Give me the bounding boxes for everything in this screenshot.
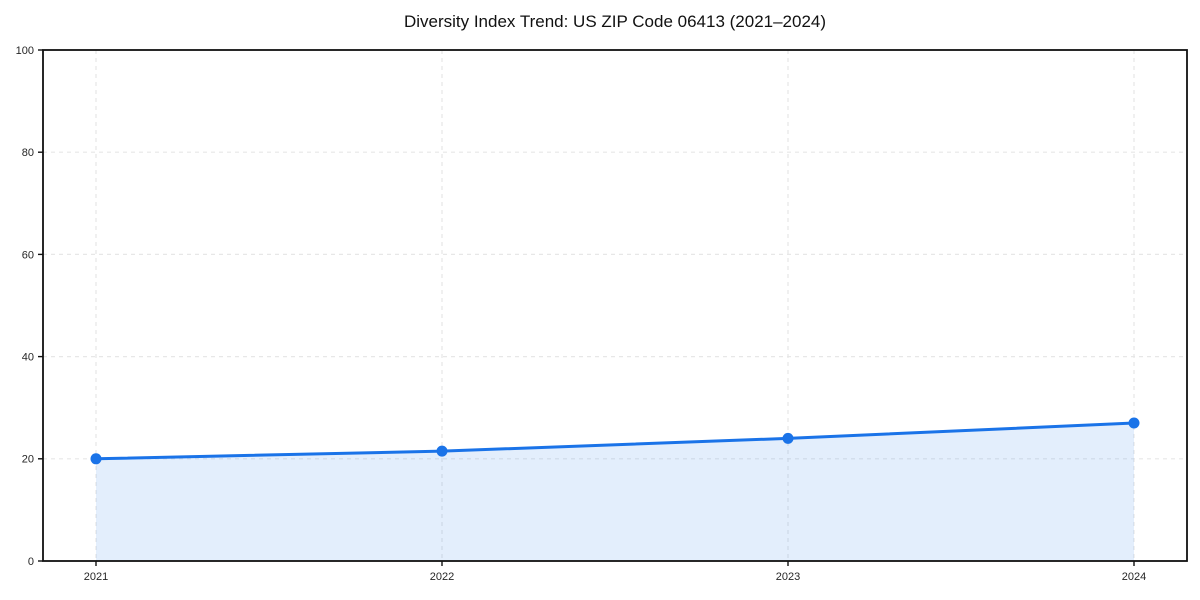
x-tick-label: 2021 — [84, 571, 108, 583]
y-tick-label: 60 — [22, 249, 34, 261]
y-tick-label: 40 — [22, 351, 34, 363]
data-point-2021 — [90, 453, 102, 465]
y-tick-label: 80 — [22, 147, 34, 159]
chart-title: Diversity Index Trend: US ZIP Code 06413… — [403, 12, 827, 31]
y-tick-label: 20 — [22, 454, 34, 466]
trend-line — [94, 421, 1136, 461]
data-point-2022 — [436, 445, 448, 457]
plot-frame — [42, 49, 1188, 562]
x-tick-label: 2022 — [430, 571, 454, 583]
x-tick-label: 2024 — [1122, 571, 1146, 583]
y-tick-label: 100 — [16, 45, 34, 57]
data-point-2023 — [782, 432, 794, 444]
y-tick-label: 0 — [28, 556, 34, 568]
x-tick-label: 2023 — [776, 571, 800, 583]
area-fill — [96, 423, 1134, 561]
data-point-2024 — [1128, 417, 1140, 429]
